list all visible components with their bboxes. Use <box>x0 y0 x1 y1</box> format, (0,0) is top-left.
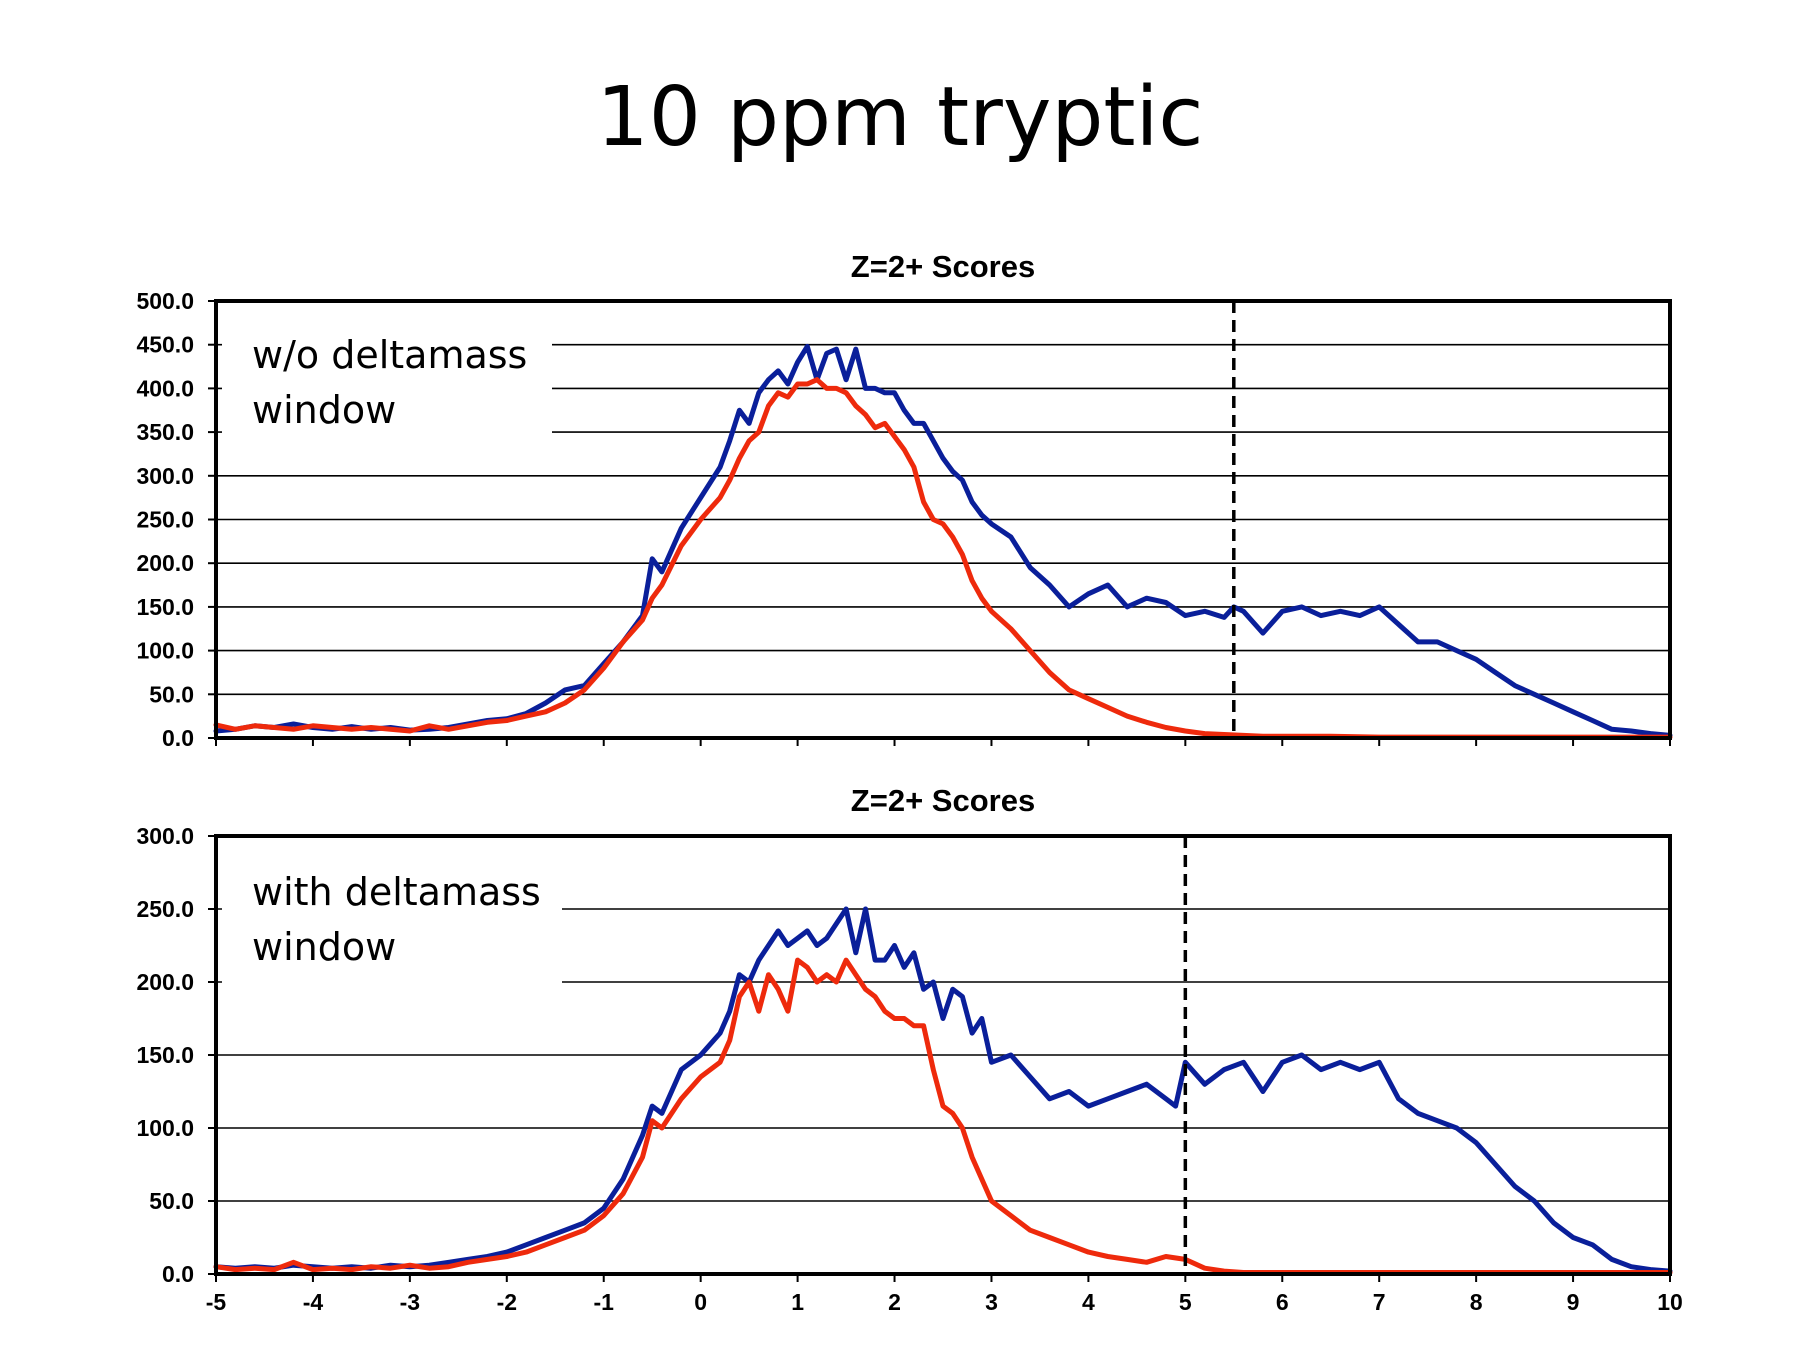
page-title: 10 ppm tryptic <box>596 70 1204 165</box>
chart-top: Z=2+ Scores 0.0 50.0 100.0 150.0 200.0 250.0 30… <box>136 249 1673 751</box>
x-tick-label: 6 <box>1276 1289 1289 1315</box>
chart-bottom: Z=2+ Scores0.050.0100.0150.0200.0250.030… <box>136 783 1682 1315</box>
chart-title: Z=2+ Scores <box>851 783 1035 818</box>
plot-border <box>214 299 1672 740</box>
x-tick-label: 4 <box>1082 1289 1095 1315</box>
series-line-blue <box>213 906 1673 1274</box>
chart-title: Z=2+ Scores <box>851 249 1035 284</box>
x-tick-label: 9 <box>1567 1289 1580 1315</box>
annotation-line: with deltamass <box>252 870 541 914</box>
y-tick-label: 200.0 <box>136 550 194 576</box>
x-tick-label: 0 <box>694 1289 707 1315</box>
x-tick-label: -4 <box>303 1289 324 1315</box>
series-line-red <box>213 957 1673 1275</box>
x-tick-label: 1 <box>791 1289 804 1315</box>
x-tick-label: -3 <box>400 1289 420 1315</box>
y-tick-label: 350.0 <box>136 419 194 445</box>
y-tick-label: 150.0 <box>136 1042 194 1068</box>
x-tick-label: -5 <box>206 1289 227 1315</box>
y-tick-label: 250.0 <box>136 507 194 533</box>
x-tick-label: -2 <box>497 1289 517 1315</box>
y-tick-label: 100.0 <box>136 1115 194 1141</box>
y-tick-label: 450.0 <box>136 332 194 358</box>
annotation-line: window <box>252 388 396 432</box>
y-tick-label: 200.0 <box>136 969 194 995</box>
y-tick-label: 250.0 <box>136 896 194 922</box>
annotation-line: window <box>252 925 396 969</box>
x-tick-label: 7 <box>1373 1289 1386 1315</box>
y-tick-label: 500.0 <box>136 288 194 314</box>
plot-border <box>214 834 1672 1276</box>
y-tick-label: 300.0 <box>136 823 194 849</box>
x-tick-label: 10 <box>1657 1289 1683 1315</box>
x-tick-label: 2 <box>888 1289 901 1315</box>
y-tick-label: 100.0 <box>136 638 194 664</box>
y-tick-label: 50.0 <box>149 1188 194 1214</box>
y-tick-label: 0.0 <box>162 725 194 751</box>
y-tick-label: 50.0 <box>149 681 194 707</box>
y-tick-label: 400.0 <box>136 375 194 401</box>
y-tick-label: 150.0 <box>136 594 194 620</box>
y-tick-label: 0.0 <box>162 1261 194 1287</box>
annotation-line: w/o deltamass <box>252 333 527 377</box>
x-tick-label: -1 <box>594 1289 615 1315</box>
y-tick-label: 300.0 <box>136 463 194 489</box>
x-tick-label: 3 <box>985 1289 998 1315</box>
annotation-backdrop <box>222 855 562 990</box>
x-tick-label: 8 <box>1470 1289 1483 1315</box>
annotation-backdrop <box>222 318 552 458</box>
x-tick-label: 5 <box>1179 1289 1192 1315</box>
series-line-red <box>213 377 1673 740</box>
